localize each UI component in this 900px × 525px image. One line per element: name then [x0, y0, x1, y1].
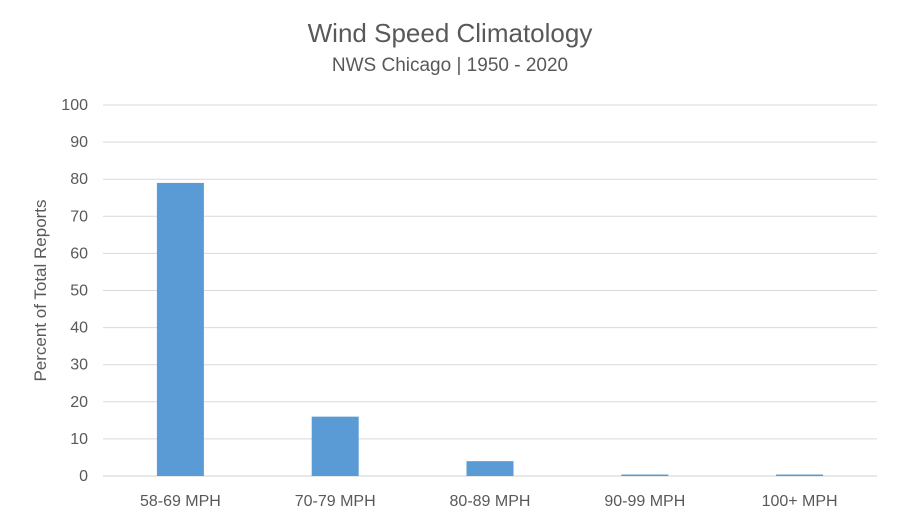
bar [776, 474, 824, 476]
y-tick-label: 20 [70, 394, 88, 411]
chart-title: Wind Speed Climatology [307, 18, 593, 48]
x-tick-label: 90-99 MPH [604, 493, 685, 510]
y-tick-label: 0 [79, 468, 88, 485]
x-tick-label: 80-89 MPH [450, 493, 531, 510]
x-tick-label: 58-69 MPH [140, 493, 221, 510]
x-tick-label: 70-79 MPH [295, 493, 376, 510]
x-axis-ticks: 58-69 MPH 70-79 MPH 80-89 MPH 90-99 MPH 100+… [140, 493, 838, 510]
y-tick-label: 70 [70, 208, 88, 225]
y-tick-label: 40 [70, 320, 88, 337]
y-tick-label: 50 [70, 283, 88, 300]
y-axis-title: Percent of Total Reports [31, 199, 50, 381]
x-tick-label: 100+ MPH [762, 493, 838, 510]
bar [311, 416, 359, 476]
y-tick-label: 30 [70, 357, 88, 374]
y-tick-label: 90 [70, 134, 88, 151]
y-axis-ticks: 0 10 20 30 40 50 60 70 80 90 100 [61, 97, 88, 485]
bar [621, 474, 669, 476]
y-tick-label: 80 [70, 171, 88, 188]
y-tick-label: 10 [70, 431, 88, 448]
bar [466, 461, 514, 476]
bar [156, 182, 204, 476]
chart-subtitle: NWS Chicago | 1950 - 2020 [331, 55, 569, 76]
gridlines [103, 104, 877, 477]
bars [156, 182, 824, 476]
y-tick-label: 60 [70, 245, 88, 262]
y-tick-label: 100 [61, 97, 88, 114]
